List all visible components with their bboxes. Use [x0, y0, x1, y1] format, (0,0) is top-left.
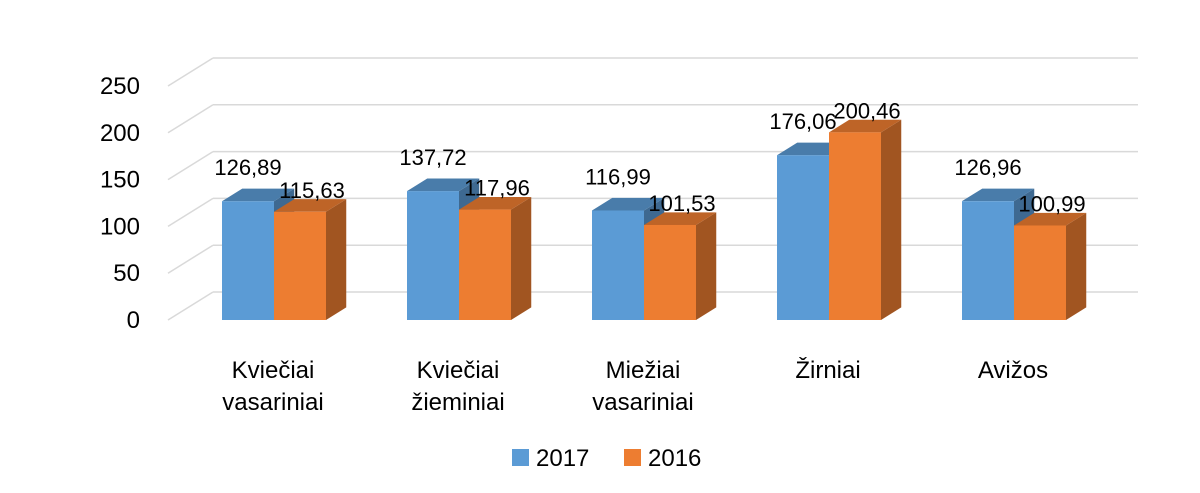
bar-front-face: [459, 209, 511, 320]
legend-label: 2017: [536, 445, 589, 472]
category-label-line: Avižos: [978, 357, 1048, 384]
category-label: Kviečiai žieminiai: [411, 357, 504, 416]
gridline-diagonal: [167, 291, 214, 321]
category-label-line: Kviečiai: [417, 357, 500, 384]
bar: [1014, 212, 1087, 320]
y-tick-label: 50: [113, 260, 140, 287]
bar-front-face: [222, 201, 274, 320]
bar-top-face: [274, 199, 347, 212]
y-tick-label: 200: [100, 120, 140, 147]
legend-item: 2016: [624, 445, 701, 472]
bar: [274, 199, 347, 320]
data-label: 126,89: [214, 155, 281, 180]
category-label: Žirniai: [795, 357, 860, 384]
x-axis-categories: Kviečiai vasariniai Kviečiai žieminiai Mieži…: [222, 357, 1048, 416]
legend-swatch: [512, 449, 529, 466]
bars: [222, 119, 1087, 320]
data-label: 115,63: [279, 178, 345, 203]
category-label-line: Žirniai: [795, 357, 860, 384]
data-label: 117,96: [464, 176, 530, 201]
category-label-line: vasariniai: [222, 389, 323, 416]
bar-top-face: [1014, 212, 1087, 226]
bar-side-face: [696, 212, 717, 320]
bar-front-face: [777, 155, 829, 320]
bar-front-face: [829, 132, 881, 320]
category-label: Avižos: [978, 357, 1048, 384]
bar-front-face: [407, 191, 459, 320]
legend-swatch: [624, 449, 641, 466]
bar-side-face: [881, 119, 902, 320]
bar-front-face: [592, 210, 644, 320]
data-label: 101,53: [648, 191, 715, 216]
bar-top-face: [459, 196, 532, 210]
category-label-line: vasariniai: [592, 389, 693, 416]
data-label: 116,99: [585, 164, 651, 189]
bar-top-face: [829, 119, 902, 133]
gridline-diagonal: [167, 244, 214, 274]
bar: [459, 196, 532, 320]
bar-top-face: [962, 188, 1035, 202]
y-axis-ticks: 0 50 100 150 200 250: [100, 73, 140, 334]
bar: [644, 212, 717, 320]
gridline-diagonal: [167, 197, 214, 228]
data-label: 137,72: [399, 145, 466, 170]
gridline-diagonal: [167, 104, 214, 134]
y-tick-label: 250: [100, 73, 140, 100]
bar-top-face: [644, 212, 717, 225]
bar-side-face: [1066, 212, 1087, 320]
gridline-diagonal: [167, 150, 214, 181]
category-label-line: žieminiai: [411, 389, 504, 416]
category-label: Kviečiai vasariniai: [222, 357, 323, 416]
bar-side-face: [326, 199, 347, 320]
bar-front-face: [962, 201, 1014, 320]
bar-top-face: [407, 178, 480, 192]
y-tick-label: 100: [100, 213, 140, 240]
y-tick-label: 150: [100, 167, 140, 194]
y-tick-label: 0: [127, 307, 140, 334]
bar-front-face: [274, 211, 326, 320]
bar-front-face: [1014, 225, 1066, 320]
bar-top-face: [222, 188, 295, 202]
legend: 2017 2016: [512, 445, 701, 472]
legend-label: 2016: [648, 445, 701, 472]
bar-top-face: [592, 197, 665, 211]
legend-item: 2017: [512, 445, 589, 472]
bar: [829, 119, 902, 320]
bar-side-face: [511, 196, 532, 320]
category-label-line: Miežiai: [606, 357, 681, 384]
category-label: Miežiai vasariniai: [592, 357, 693, 416]
category-label-line: Kviečiai: [232, 357, 315, 384]
gridline-diagonal: [167, 57, 214, 87]
data-label: 126,96: [954, 155, 1021, 180]
data-label: 176,06: [769, 109, 836, 134]
data-label: 100,99: [1018, 191, 1085, 216]
bar-front-face: [644, 224, 696, 320]
data-label: 200,46: [833, 98, 900, 123]
